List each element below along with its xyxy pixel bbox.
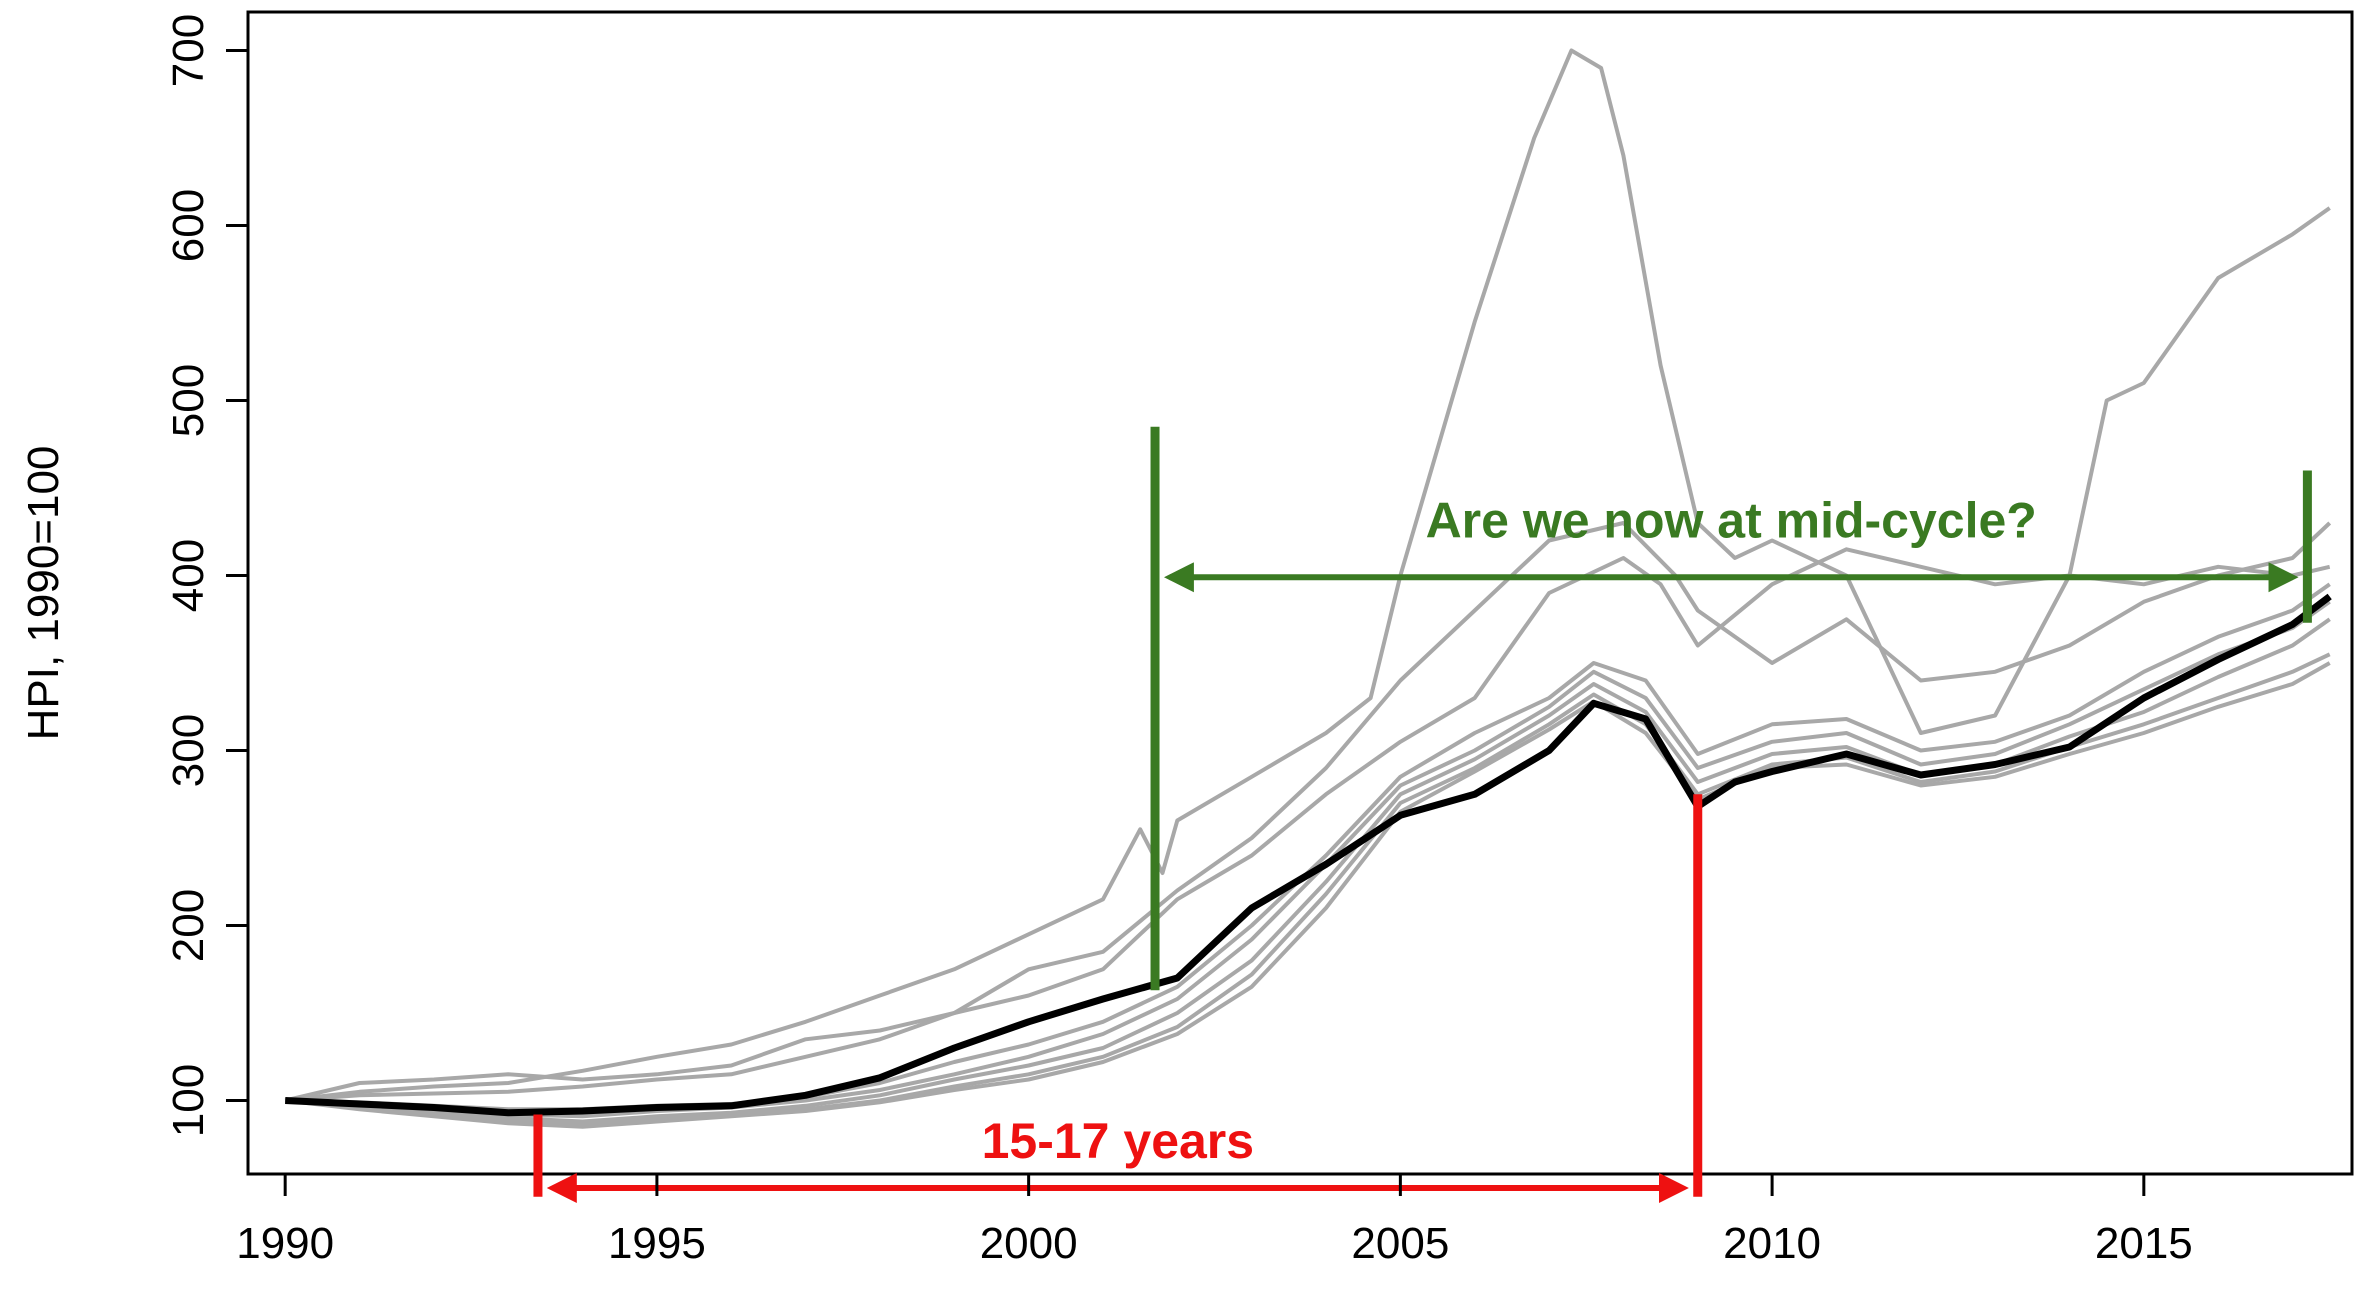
series-line-8 (284, 661, 2331, 1129)
x-tick-label-1990: 1990 (236, 1219, 334, 1268)
y-tick-label-500: 500 (164, 364, 213, 437)
y-tick-label-100: 100 (164, 1064, 213, 1137)
x-tick-label-2005: 2005 (1351, 1219, 1449, 1268)
y-tick-label-600: 600 (164, 189, 213, 262)
x-tick-label-2015: 2015 (2095, 1219, 2193, 1268)
series-line-5 (285, 600, 2331, 1119)
y-tick-label-700: 700 (164, 14, 213, 87)
y-axis-title: HPI, 1990=100 (19, 446, 68, 741)
y-axis: 100 200 300 400 500 600 700 (164, 14, 248, 1137)
series-line-3 (285, 547, 2331, 1103)
x-tick-label-2010: 2010 (1723, 1219, 1821, 1268)
series-line-highlight (285, 593, 2332, 1117)
y-tick-label-200: 200 (164, 889, 213, 962)
x-tick-label-2000: 2000 (980, 1219, 1078, 1268)
y-tick-label-400: 400 (164, 539, 213, 612)
y-tick-label-300: 300 (164, 714, 213, 787)
x-axis: 1990 1995 2000 2005 2010 2015 (236, 1174, 2193, 1268)
series-line-2 (284, 521, 2332, 1103)
series-line-7 (285, 652, 2331, 1127)
red-annotation-label: 15-17 years (982, 1113, 1254, 1169)
annotation-layer: Are we now at mid-cycle? 15-17 years (533, 426, 2312, 1203)
series-layer (284, 48, 2332, 1129)
green-annotation-label: Are we now at mid-cycle? (1426, 492, 2037, 548)
plot-frame (246, 10, 2354, 1176)
x-tick-label-1995: 1995 (608, 1219, 706, 1268)
